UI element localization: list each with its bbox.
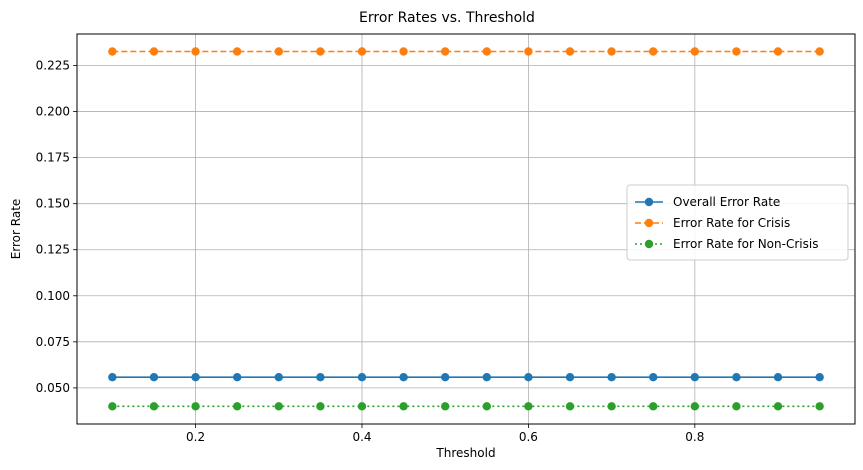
x-tick-label: 0.2	[186, 430, 205, 444]
legend-label: Error Rate for Non-Crisis	[673, 237, 818, 251]
y-tick-label: 0.050	[36, 381, 70, 395]
data-point	[357, 47, 367, 56]
data-point	[316, 402, 325, 411]
data-point	[108, 373, 117, 382]
axis-ticks: 0.2 0.4 0.6 0.8 0.050 0.075 0.100 0.125 0.150 0.1…	[36, 59, 705, 444]
data-point	[565, 402, 575, 411]
data-point	[108, 402, 117, 411]
plot-frame	[76, 33, 856, 425]
data-point	[482, 402, 492, 411]
data-point	[399, 373, 408, 382]
data-point	[649, 47, 658, 56]
data-point	[815, 47, 824, 56]
data-point	[191, 47, 200, 56]
x-tick-label: 0.4	[352, 430, 371, 444]
series-3	[108, 402, 824, 411]
data-point	[773, 402, 783, 411]
chart-title: Error Rates vs. Threshold	[359, 10, 535, 26]
data-point	[773, 373, 783, 382]
data-point	[649, 373, 658, 382]
y-tick-label: 0.150	[36, 197, 70, 211]
legend-marker	[644, 218, 654, 228]
data-point	[524, 402, 533, 411]
data-point	[565, 373, 575, 382]
legend-label: Error Rate for Crisis	[673, 216, 790, 230]
series-1	[108, 373, 824, 382]
series-2	[108, 47, 824, 56]
data-point	[191, 373, 200, 382]
data-point	[815, 402, 824, 411]
legend: Overall Error Rate Error Rate for Crisis E…	[626, 184, 849, 261]
data-point	[274, 402, 283, 411]
y-axis-label: Error Rate	[9, 199, 23, 260]
data-point	[149, 402, 159, 411]
data-point	[316, 373, 325, 382]
data-point	[815, 373, 824, 382]
x-tick-label: 0.6	[519, 430, 538, 444]
data-point	[440, 373, 450, 382]
data-point	[732, 47, 741, 56]
data-point	[108, 47, 117, 56]
data-point	[232, 373, 242, 382]
y-tick-label: 0.200	[36, 105, 70, 119]
data-point	[690, 373, 700, 382]
data-point	[274, 47, 283, 56]
legend-label: Overall Error Rate	[673, 195, 780, 209]
legend-marker	[644, 197, 654, 207]
y-tick-label: 0.100	[36, 289, 70, 303]
data-point	[565, 47, 575, 56]
data-point	[690, 47, 700, 56]
y-tick-label: 0.175	[36, 151, 70, 165]
data-point	[232, 47, 242, 56]
data-point	[524, 373, 533, 382]
data-point	[357, 373, 367, 382]
data-point	[149, 47, 159, 56]
data-point	[232, 402, 242, 411]
data-point	[690, 402, 700, 411]
data-point	[440, 47, 450, 56]
data-point	[440, 402, 450, 411]
data-point	[607, 47, 616, 56]
data-point	[732, 402, 741, 411]
x-axis-label: Threshold	[435, 446, 495, 460]
data-point	[649, 402, 658, 411]
data-point	[773, 47, 783, 56]
y-tick-label: 0.125	[36, 243, 70, 257]
data-point	[482, 47, 492, 56]
data-point	[399, 402, 408, 411]
data-point	[732, 373, 741, 382]
data-point	[524, 47, 533, 56]
y-tick-label: 0.225	[36, 59, 70, 73]
data-point	[607, 402, 616, 411]
data-point	[191, 402, 200, 411]
legend-box	[626, 184, 849, 261]
data-point	[316, 47, 325, 56]
grid-lines	[77, 34, 855, 424]
x-tick-label: 0.8	[685, 430, 704, 444]
data-point	[274, 373, 283, 382]
data-point	[399, 47, 408, 56]
data-point	[149, 373, 159, 382]
data-point	[357, 402, 367, 411]
data-point	[607, 373, 616, 382]
y-tick-label: 0.075	[36, 335, 70, 349]
plot-series	[108, 47, 824, 411]
legend-marker	[644, 239, 654, 249]
data-point	[482, 373, 492, 382]
